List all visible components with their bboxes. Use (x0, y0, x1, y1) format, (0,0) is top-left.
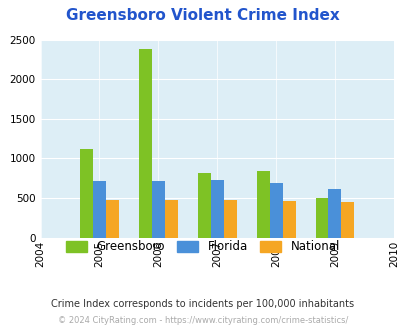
Bar (328, 189, 341, 238)
Bar (106, 200, 119, 238)
Bar (210, 180, 223, 238)
Bar (256, 171, 269, 238)
Legend: Greensboro, Florida, National: Greensboro, Florida, National (61, 236, 344, 258)
Bar (80, 149, 93, 238)
Bar (139, 49, 151, 238)
Bar (341, 202, 354, 238)
Bar (151, 182, 164, 238)
Bar (223, 200, 236, 238)
Bar (315, 198, 328, 238)
Bar (269, 182, 282, 238)
Text: Crime Index corresponds to incidents per 100,000 inhabitants: Crime Index corresponds to incidents per… (51, 299, 354, 309)
Bar (197, 173, 210, 238)
Bar (282, 201, 295, 238)
Bar (164, 200, 177, 238)
Bar (93, 182, 106, 238)
Text: Greensboro Violent Crime Index: Greensboro Violent Crime Index (66, 8, 339, 23)
Text: © 2024 CityRating.com - https://www.cityrating.com/crime-statistics/: © 2024 CityRating.com - https://www.city… (58, 316, 347, 325)
